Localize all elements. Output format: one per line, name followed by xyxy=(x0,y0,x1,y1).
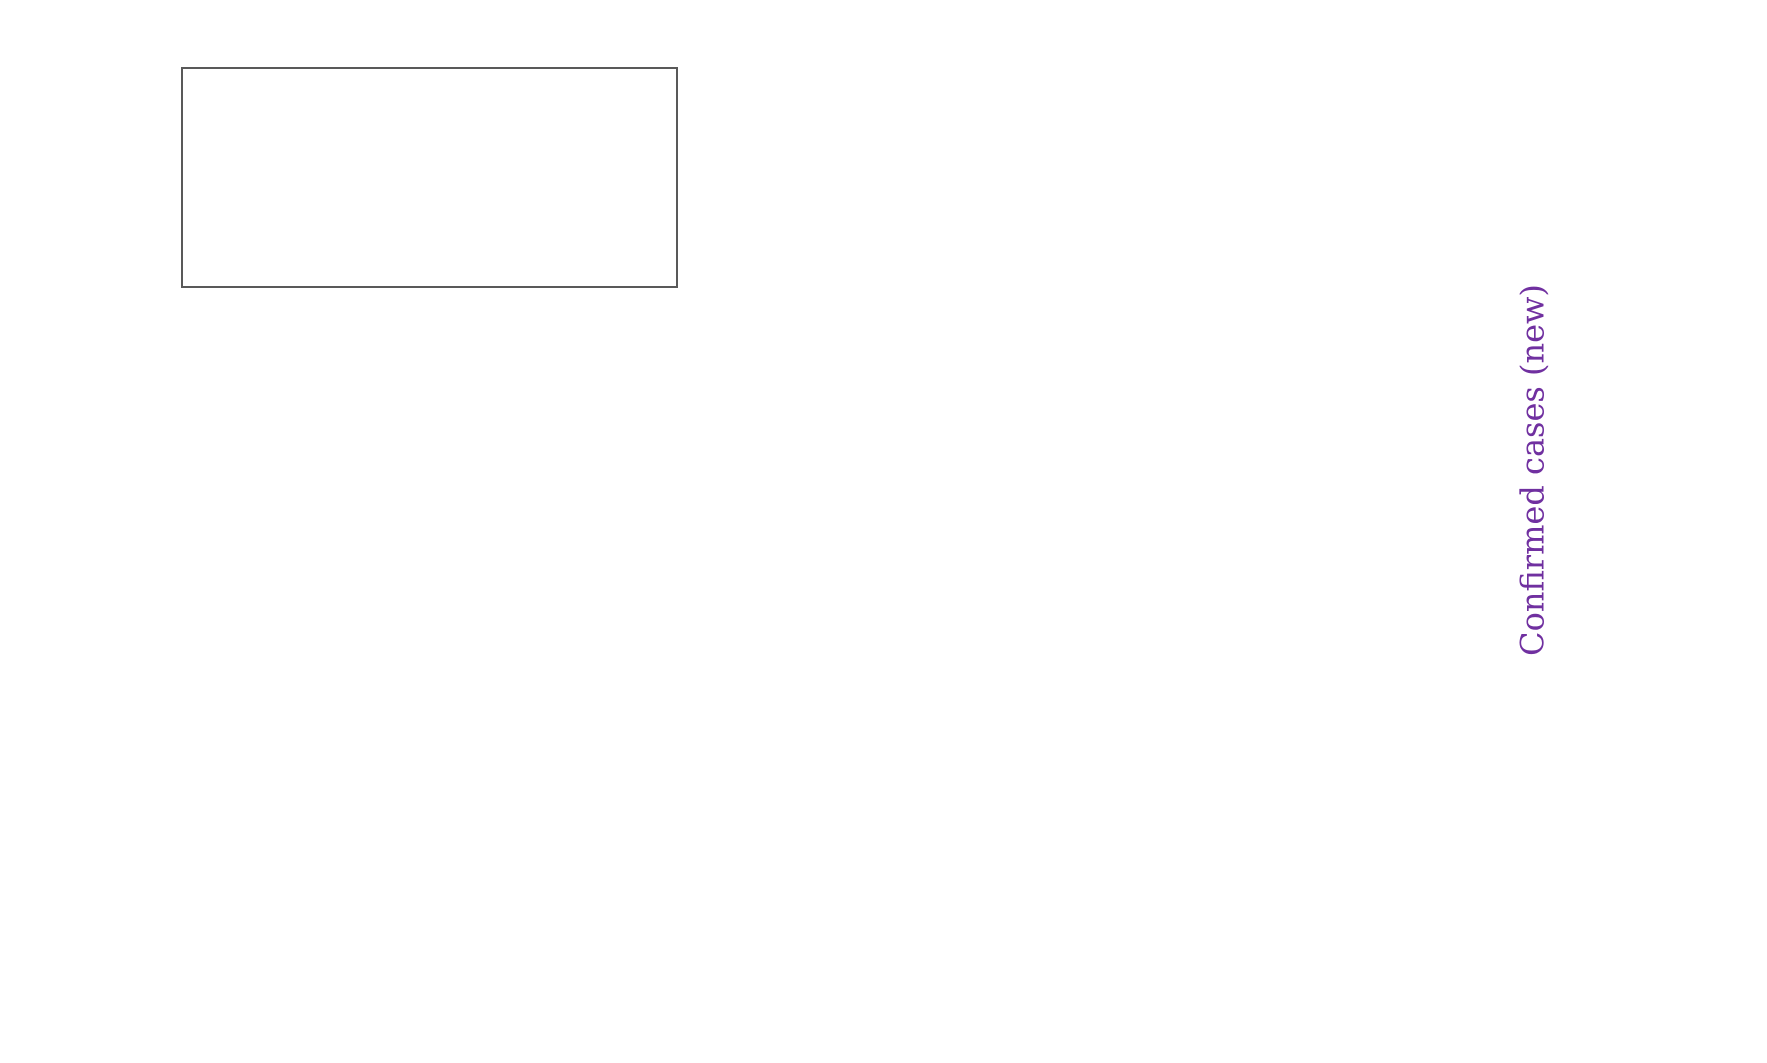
legend xyxy=(181,67,678,288)
legend-box xyxy=(181,67,678,288)
y2-axis-title: Confirmed cases (new) xyxy=(1514,284,1552,656)
